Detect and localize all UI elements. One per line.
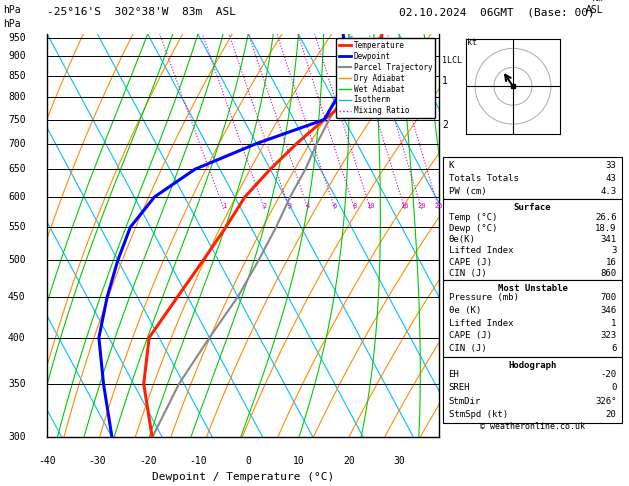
Text: 3: 3: [442, 162, 448, 172]
Text: SREH: SREH: [448, 383, 470, 392]
Text: 33: 33: [606, 161, 616, 170]
Legend: Temperature, Dewpoint, Parcel Trajectory, Dry Adiabat, Wet Adiabat, Isotherm, Mi: Temperature, Dewpoint, Parcel Trajectory…: [336, 38, 435, 119]
Text: 16: 16: [606, 258, 616, 267]
Text: 600: 600: [8, 192, 26, 202]
Text: 1LCL: 1LCL: [442, 56, 462, 65]
Text: 3: 3: [611, 246, 616, 256]
Text: 650: 650: [8, 164, 26, 174]
Text: 20: 20: [417, 203, 426, 209]
Text: StmSpd (kt): StmSpd (kt): [448, 410, 508, 419]
Text: 326°: 326°: [595, 397, 616, 406]
Text: 4.3: 4.3: [601, 187, 616, 196]
Text: 8: 8: [352, 203, 357, 209]
Text: hPa: hPa: [3, 4, 21, 15]
Text: EH: EH: [448, 370, 459, 379]
Text: 0: 0: [245, 455, 251, 466]
Text: 700: 700: [601, 294, 616, 302]
Text: -10: -10: [189, 455, 207, 466]
Text: 20: 20: [606, 410, 616, 419]
Text: -30: -30: [89, 455, 106, 466]
Text: 323: 323: [601, 331, 616, 340]
Text: StmDir: StmDir: [448, 397, 481, 406]
Text: Dewp (°C): Dewp (°C): [448, 224, 497, 233]
Text: 700: 700: [8, 139, 26, 149]
Text: K: K: [448, 161, 454, 170]
Text: 6: 6: [611, 344, 616, 353]
Text: CIN (J): CIN (J): [448, 269, 486, 278]
Text: 6: 6: [442, 273, 448, 283]
Bar: [443, 157, 622, 199]
Text: 950: 950: [8, 33, 26, 43]
Text: 6: 6: [333, 203, 337, 209]
Text: CAPE (J): CAPE (J): [448, 331, 491, 340]
Text: 1: 1: [442, 76, 448, 86]
Text: 10: 10: [366, 203, 375, 209]
Text: -20: -20: [601, 370, 616, 379]
Text: 300: 300: [8, 433, 26, 442]
Text: Dewpoint / Temperature (°C): Dewpoint / Temperature (°C): [152, 472, 334, 482]
Text: Lifted Index: Lifted Index: [448, 246, 513, 256]
Text: hPa: hPa: [3, 19, 21, 30]
Text: 400: 400: [8, 332, 26, 343]
Text: -20: -20: [139, 455, 157, 466]
Text: -25°16'S  302°38'W  83m  ASL: -25°16'S 302°38'W 83m ASL: [47, 7, 236, 17]
Text: -40: -40: [38, 455, 56, 466]
Bar: [443, 357, 622, 423]
Text: 20: 20: [343, 455, 355, 466]
Text: Surface: Surface: [514, 204, 552, 212]
Text: Pressure (mb): Pressure (mb): [448, 294, 518, 302]
Text: CAPE (J): CAPE (J): [448, 258, 491, 267]
Bar: [443, 199, 622, 280]
Text: 346: 346: [601, 306, 616, 315]
Text: 8: 8: [442, 379, 448, 389]
Text: 26.6: 26.6: [595, 213, 616, 222]
Text: 7: 7: [442, 324, 448, 334]
Text: 2: 2: [442, 120, 448, 130]
Text: 16: 16: [401, 203, 409, 209]
Text: CIN (J): CIN (J): [448, 344, 486, 353]
Text: 350: 350: [8, 379, 26, 389]
Text: 900: 900: [8, 52, 26, 61]
Text: 500: 500: [8, 255, 26, 265]
Text: 10: 10: [292, 455, 304, 466]
Text: Totals Totals: Totals Totals: [448, 174, 518, 183]
Text: 5: 5: [442, 226, 448, 235]
Text: Temp (°C): Temp (°C): [448, 213, 497, 222]
Text: 30: 30: [393, 455, 405, 466]
Bar: [443, 280, 622, 357]
Text: km
ASL: km ASL: [586, 0, 604, 15]
Text: 860: 860: [601, 269, 616, 278]
Text: 2: 2: [262, 203, 267, 209]
Text: 25: 25: [435, 203, 443, 209]
Text: kt: kt: [467, 37, 477, 47]
Text: 750: 750: [8, 115, 26, 124]
Text: 450: 450: [8, 292, 26, 302]
Text: 1: 1: [221, 203, 226, 209]
Text: 850: 850: [8, 71, 26, 81]
Text: Hodograph: Hodograph: [508, 361, 557, 370]
Text: 18.9: 18.9: [595, 224, 616, 233]
Text: 341: 341: [601, 235, 616, 244]
Text: 3: 3: [287, 203, 292, 209]
Text: Lifted Index: Lifted Index: [448, 319, 513, 328]
Text: 4: 4: [306, 203, 310, 209]
Text: Most Unstable: Most Unstable: [498, 284, 567, 293]
Text: θe(K): θe(K): [448, 235, 476, 244]
Text: θe (K): θe (K): [448, 306, 481, 315]
Text: © weatheronline.co.uk: © weatheronline.co.uk: [480, 422, 585, 432]
Text: 4: 4: [442, 192, 448, 202]
Text: 43: 43: [606, 174, 616, 183]
Text: 0: 0: [611, 383, 616, 392]
Text: 800: 800: [8, 92, 26, 102]
Text: 02.10.2024  06GMT  (Base: 00): 02.10.2024 06GMT (Base: 00): [399, 7, 595, 17]
Text: PW (cm): PW (cm): [448, 187, 486, 196]
Text: 1: 1: [611, 319, 616, 328]
Text: 550: 550: [8, 222, 26, 232]
